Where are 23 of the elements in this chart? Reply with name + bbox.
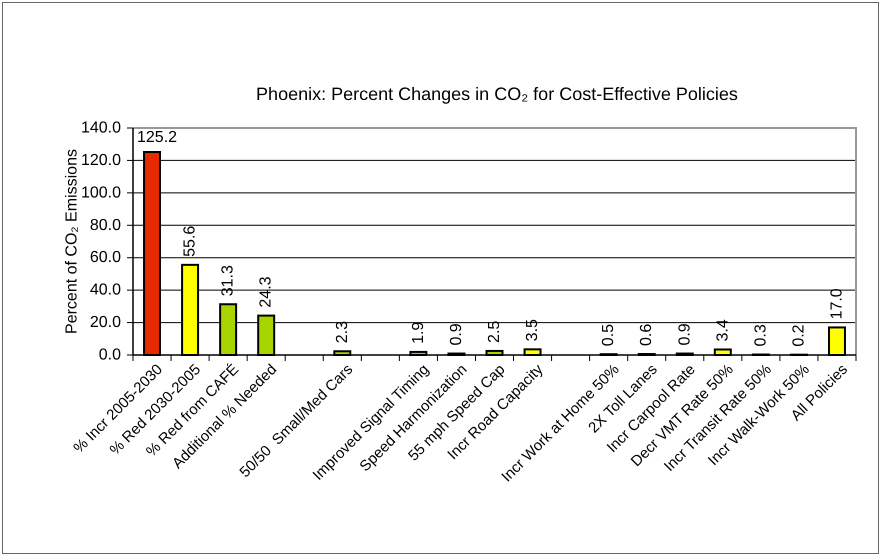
y-tick-label: 60.0 [90,249,122,266]
data-label: 125.2 [137,128,178,146]
data-label: 3.5 [524,318,542,342]
data-label: 24.3 [258,276,275,308]
y-tick-label: 100.0 [80,184,122,202]
y-tick-label: 20.0 [90,314,122,332]
data-label: 0.6 [638,324,656,346]
y-axis-title: Percent of CO₂ Emissions [64,149,80,334]
y-tick-label: 80.0 [90,216,122,234]
data-label: 0.9 [676,323,694,346]
data-label: 31.3 [220,265,237,296]
data-label: 3.4 [714,319,732,342]
data-label: 0.3 [752,324,770,347]
data-label: 0.2 [790,324,808,347]
y-tick-label: 40.0 [90,282,122,299]
chart-title: Phoenix: Percent Changes in CO₂ for Cost-Effective Policies [256,84,738,104]
data-label: 0.9 [448,323,465,346]
y-tick-label: 120.0 [80,152,122,169]
data-label: 0.5 [600,324,618,346]
data-label: 55.6 [182,226,199,257]
data-label: 1.9 [410,322,427,344]
y-tick-label: 140.0 [80,120,122,136]
y-tick-label: 0.0 [98,346,122,364]
